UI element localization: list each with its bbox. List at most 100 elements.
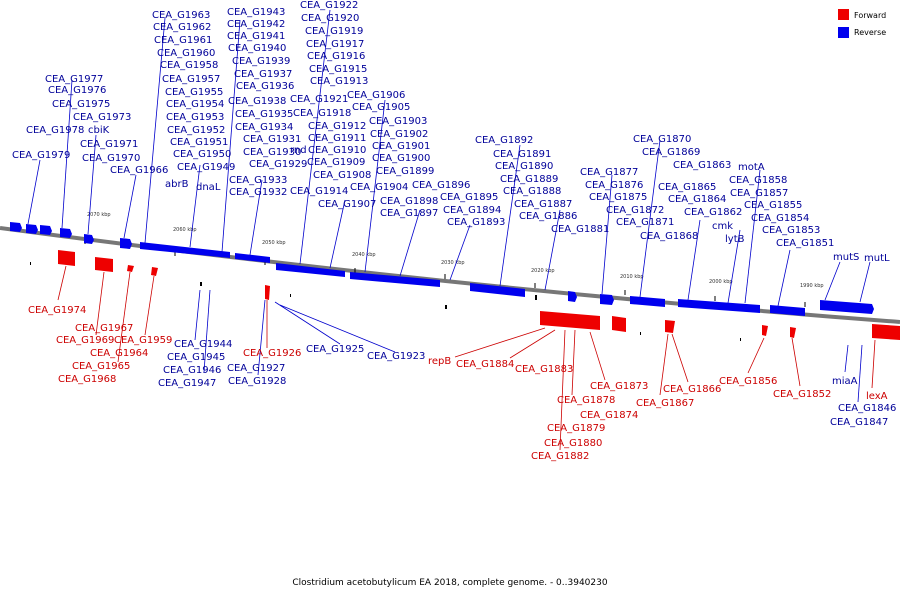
gene-arrow (40, 225, 52, 235)
leader-line (671, 333, 689, 383)
gene-arrow (612, 316, 626, 332)
gene-label: CEA_G1959 (114, 335, 172, 346)
tick-label: 2060 kbp (173, 227, 197, 233)
gene-label: CEA_G1900 (372, 153, 430, 164)
gene-arrow (265, 285, 270, 300)
leader-line (189, 164, 201, 248)
gene-label: CEA_G1886 (519, 211, 577, 222)
track-mark (740, 338, 741, 341)
gene-label: CEA_G1846 (838, 403, 896, 414)
tick-label: 1990 kbp (800, 283, 824, 289)
gene-block (540, 311, 600, 330)
gene-label: CEA_G1973 (73, 112, 131, 123)
leader-line (87, 134, 97, 235)
gene-label: abrB (165, 179, 189, 190)
gene-label: CEA_G1951 (170, 137, 228, 148)
gene-label: CEA_G1872 (606, 205, 664, 216)
gene-label: CEA_G1942 (227, 19, 285, 30)
gene-label: CEA_G1878 (557, 395, 615, 406)
gene-label: lytB (725, 234, 745, 245)
leader-line (57, 265, 67, 301)
track-mark (200, 282, 202, 286)
gene-label: CEA_G1867 (636, 398, 694, 409)
genome-caption: Clostridium acetobutylicum EA 2018, comp… (292, 578, 608, 588)
gene-label: CEA_G1961 (154, 35, 212, 46)
leader-line (639, 139, 661, 298)
gene-label: CEA_G1949 (177, 162, 235, 173)
gene-label: CEA_G1912 (308, 121, 366, 132)
leader-line (123, 174, 137, 239)
gene-label: miaA (832, 376, 858, 387)
legend-label-reverse: Reverse (854, 28, 886, 37)
gene-label: CEA_G1921 (290, 94, 348, 105)
gene-arrow (665, 320, 675, 333)
gene-arrow (84, 234, 94, 244)
gene-label: CEA_G1910 (308, 145, 366, 156)
gene-label: CEA_G1965 (72, 361, 130, 372)
gene-arrow (151, 267, 158, 276)
gene-arrow (600, 294, 614, 305)
legend-swatch-reverse (838, 27, 849, 38)
gene-label: CEA_G1891 (493, 149, 551, 160)
gene-label: CEA_G1957 (162, 74, 220, 85)
gene-label: CEA_G1882 (531, 451, 589, 462)
reverse-gene-track (10, 222, 874, 316)
gene-label: CEA_G1864 (668, 194, 726, 205)
gene-label: CEA_G1930 (243, 147, 301, 158)
leader-line (589, 331, 606, 381)
gene-label: CEA_G1874 (580, 410, 638, 421)
track-mark (30, 262, 31, 265)
leader-line (544, 209, 561, 291)
gene-arrow (120, 238, 132, 249)
gene-block (820, 300, 874, 314)
gene-label: CEA_G1955 (165, 87, 223, 98)
gene-arrow (60, 228, 72, 238)
gene-label: CEA_G1894 (443, 205, 501, 216)
gene-label: CEA_G1937 (234, 69, 292, 80)
gene-label: CEA_G1873 (590, 381, 648, 392)
gene-label: CEA_G1929 (249, 159, 307, 170)
gene-label: CEA_G1881 (551, 224, 609, 235)
forward-leader-lines (57, 265, 876, 451)
gene-label: CEA_G1977 (45, 74, 103, 85)
gene-label: CEA_G1975 (52, 99, 110, 110)
gene-label: CEA_G1941 (227, 31, 285, 42)
gene-label: CEA_G1890 (495, 161, 553, 172)
leader-line (499, 144, 521, 287)
gene-label: CEA_G1863 (673, 160, 731, 171)
gene-label: CEA_G1852 (773, 389, 831, 400)
gene-arrow (58, 250, 75, 266)
leader-line (857, 344, 863, 403)
gene-arrow (568, 291, 577, 302)
leader-line (364, 99, 386, 273)
gene-label: CEA_G1943 (227, 7, 285, 18)
gene-label: mutS (833, 252, 859, 263)
gene-label: CEA_G1911 (308, 133, 366, 144)
gene-arrow (127, 265, 134, 272)
gene-label: CEA_G1950 (173, 149, 231, 160)
gene-label: CEA_G1868 (640, 231, 698, 242)
gene-label: CEA_G1856 (719, 376, 777, 387)
gene-label: CEA_G1923 (367, 351, 425, 362)
leader-line (791, 337, 801, 387)
gene-label: CEA_G1952 (167, 125, 225, 136)
gene-label: CEA_G1880 (544, 438, 602, 449)
gene-label: CEA_G1898 (380, 196, 438, 207)
gene-label: CEA_G1901 (372, 141, 430, 152)
gene-label: CEA_G1858 (729, 175, 787, 186)
leader-line (744, 169, 761, 304)
gene-arrow (10, 222, 22, 232)
gene-label: CEA_G1926 (243, 348, 301, 359)
reverse-leader-lines (27, 9, 871, 403)
leader-line (844, 344, 849, 373)
leader-line (449, 224, 471, 281)
tick-label: 2040 kbp (352, 252, 376, 258)
gene-label: CEA_G1967 (75, 323, 133, 334)
gene-block (350, 272, 440, 287)
tick-label: 2070 kbp (87, 212, 111, 218)
gene-label: CEA_G1946 (163, 365, 221, 376)
gene-label: CEA_G1903 (369, 116, 427, 127)
gene-label: CEA_G1876 (585, 180, 643, 191)
gene-block (140, 242, 230, 258)
